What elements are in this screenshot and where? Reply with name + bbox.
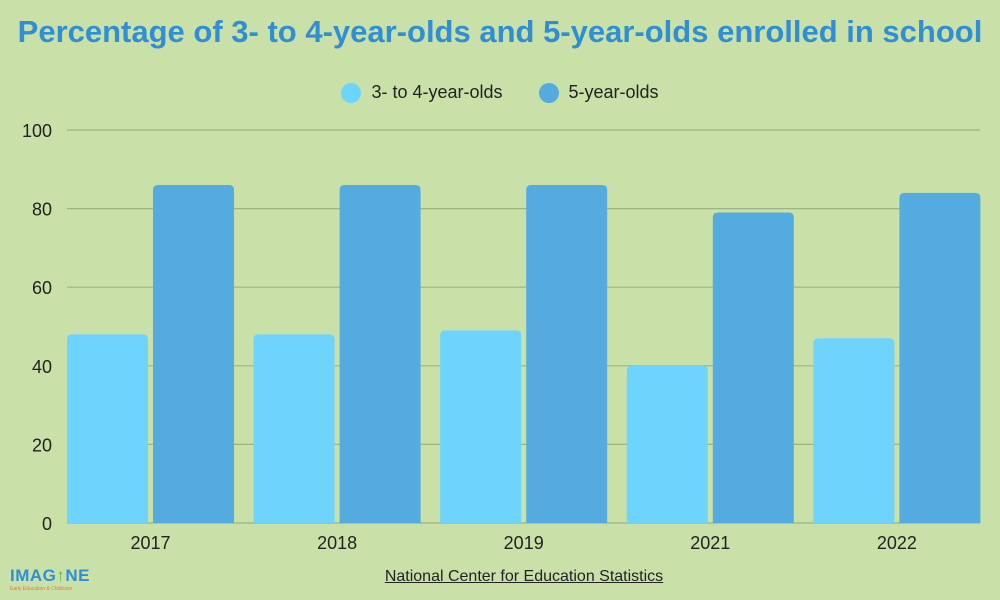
- y-tick-label: 100: [22, 121, 52, 141]
- x-tick-label: 2019: [504, 533, 544, 553]
- legend-label: 5-year-olds: [568, 82, 659, 102]
- bar-2018-5: [339, 185, 421, 523]
- logo: IMAG↑NE Early Education & Childcare: [10, 566, 91, 592]
- legend-label: 3- to 4-year-olds: [371, 82, 503, 102]
- legend-item-3-4: 3- to 4-year-olds: [341, 82, 503, 103]
- bar-2021-5: [712, 212, 794, 523]
- x-tick-label: 2017: [130, 533, 170, 553]
- y-tick-label: 80: [32, 200, 52, 220]
- legend-swatch: [341, 82, 362, 103]
- bar-2017-3-4: [67, 334, 148, 523]
- bar-2017-5: [153, 185, 234, 523]
- x-tick-label: 2018: [317, 533, 357, 553]
- bar-2022-5: [899, 192, 981, 523]
- legend-swatch: [538, 82, 559, 103]
- y-tick-label: 40: [32, 357, 52, 377]
- y-tick-label: 60: [32, 278, 52, 298]
- bar-2022-3-4: [813, 338, 895, 523]
- chart-title: Percentage of 3- to 4-year-olds and 5-ye…: [17, 14, 983, 49]
- bar-2019-5: [526, 185, 608, 523]
- legend: 3- to 4-year-olds 5-year-olds: [0, 82, 1000, 103]
- bar-2021-3-4: [626, 365, 708, 523]
- bar-2018-3-4: [253, 334, 335, 523]
- x-tick-label: 2022: [877, 533, 917, 553]
- legend-item-5: 5-year-olds: [538, 82, 659, 103]
- source-link[interactable]: National Center for Education Statistics: [384, 568, 664, 585]
- y-tick-label: 20: [32, 435, 52, 455]
- y-tick-label: 0: [42, 514, 52, 534]
- bar-2019-3-4: [440, 330, 522, 523]
- x-tick-label: 2021: [690, 533, 730, 553]
